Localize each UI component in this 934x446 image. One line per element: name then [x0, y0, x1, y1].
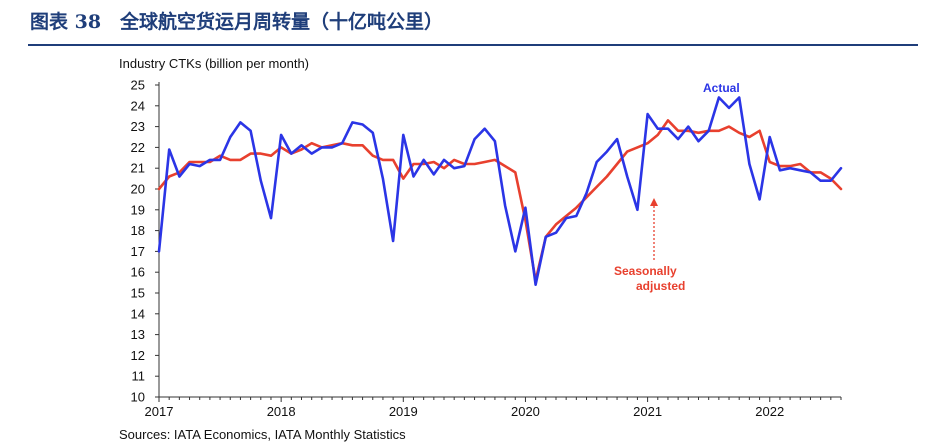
y-tick-label: 19 — [131, 202, 145, 217]
y-axis-title: Industry CTKs (billion per month) — [119, 56, 310, 71]
y-tick-label: 16 — [131, 265, 145, 280]
y-tick-label: 18 — [131, 223, 145, 238]
y-tick-label: 21 — [131, 161, 145, 176]
y-tick-label: 12 — [131, 348, 145, 363]
series-line-seasonally-adjusted — [157, 119, 843, 282]
source-note: Sources: IATA Economics, IATA Monthly St… — [119, 427, 406, 442]
series-line-actual — [157, 96, 843, 287]
y-tick-label: 24 — [131, 98, 145, 113]
y-tick-label: 11 — [132, 369, 146, 384]
y-tick-label: 17 — [131, 244, 145, 259]
y-tick-label: 25 — [131, 78, 145, 93]
x-tick-label: 2020 — [511, 404, 540, 419]
y-tick-label: 14 — [131, 306, 145, 321]
x-tick-label: 2017 — [145, 404, 174, 419]
seasonally-adjusted-label-line1: Seasonally — [614, 264, 677, 278]
actual-label: Actual — [703, 81, 740, 95]
y-tick-label: 20 — [131, 182, 145, 197]
y-tick-label: 22 — [131, 140, 145, 155]
seasonally-adjusted-label-line2: adjusted — [636, 279, 685, 293]
figure-title: 图表 38 全球航空货运月周转量（十亿吨公里） — [30, 11, 444, 33]
x-tick-label: 2018 — [267, 404, 296, 419]
y-tick-label: 23 — [131, 119, 145, 134]
series-lines — [157, 96, 843, 287]
y-tick-label: 13 — [131, 327, 145, 342]
x-tick-label: 2022 — [755, 404, 784, 419]
y-axis: 10 11 12 13 14 15 16 17 18 19 20 21 22 23 24 25 — [131, 78, 160, 405]
y-tick-label: 10 — [131, 390, 145, 405]
title-rule — [28, 44, 918, 46]
x-tick-label: 2021 — [633, 404, 662, 419]
x-axis: 2017 2018 2019 2020 2021 2022 — [145, 396, 842, 419]
y-tick-label: 15 — [131, 286, 145, 301]
annotation-arrow-head — [650, 198, 658, 206]
annotations: Actual Seasonally adjusted — [614, 81, 740, 293]
x-tick-label: 2019 — [389, 404, 418, 419]
